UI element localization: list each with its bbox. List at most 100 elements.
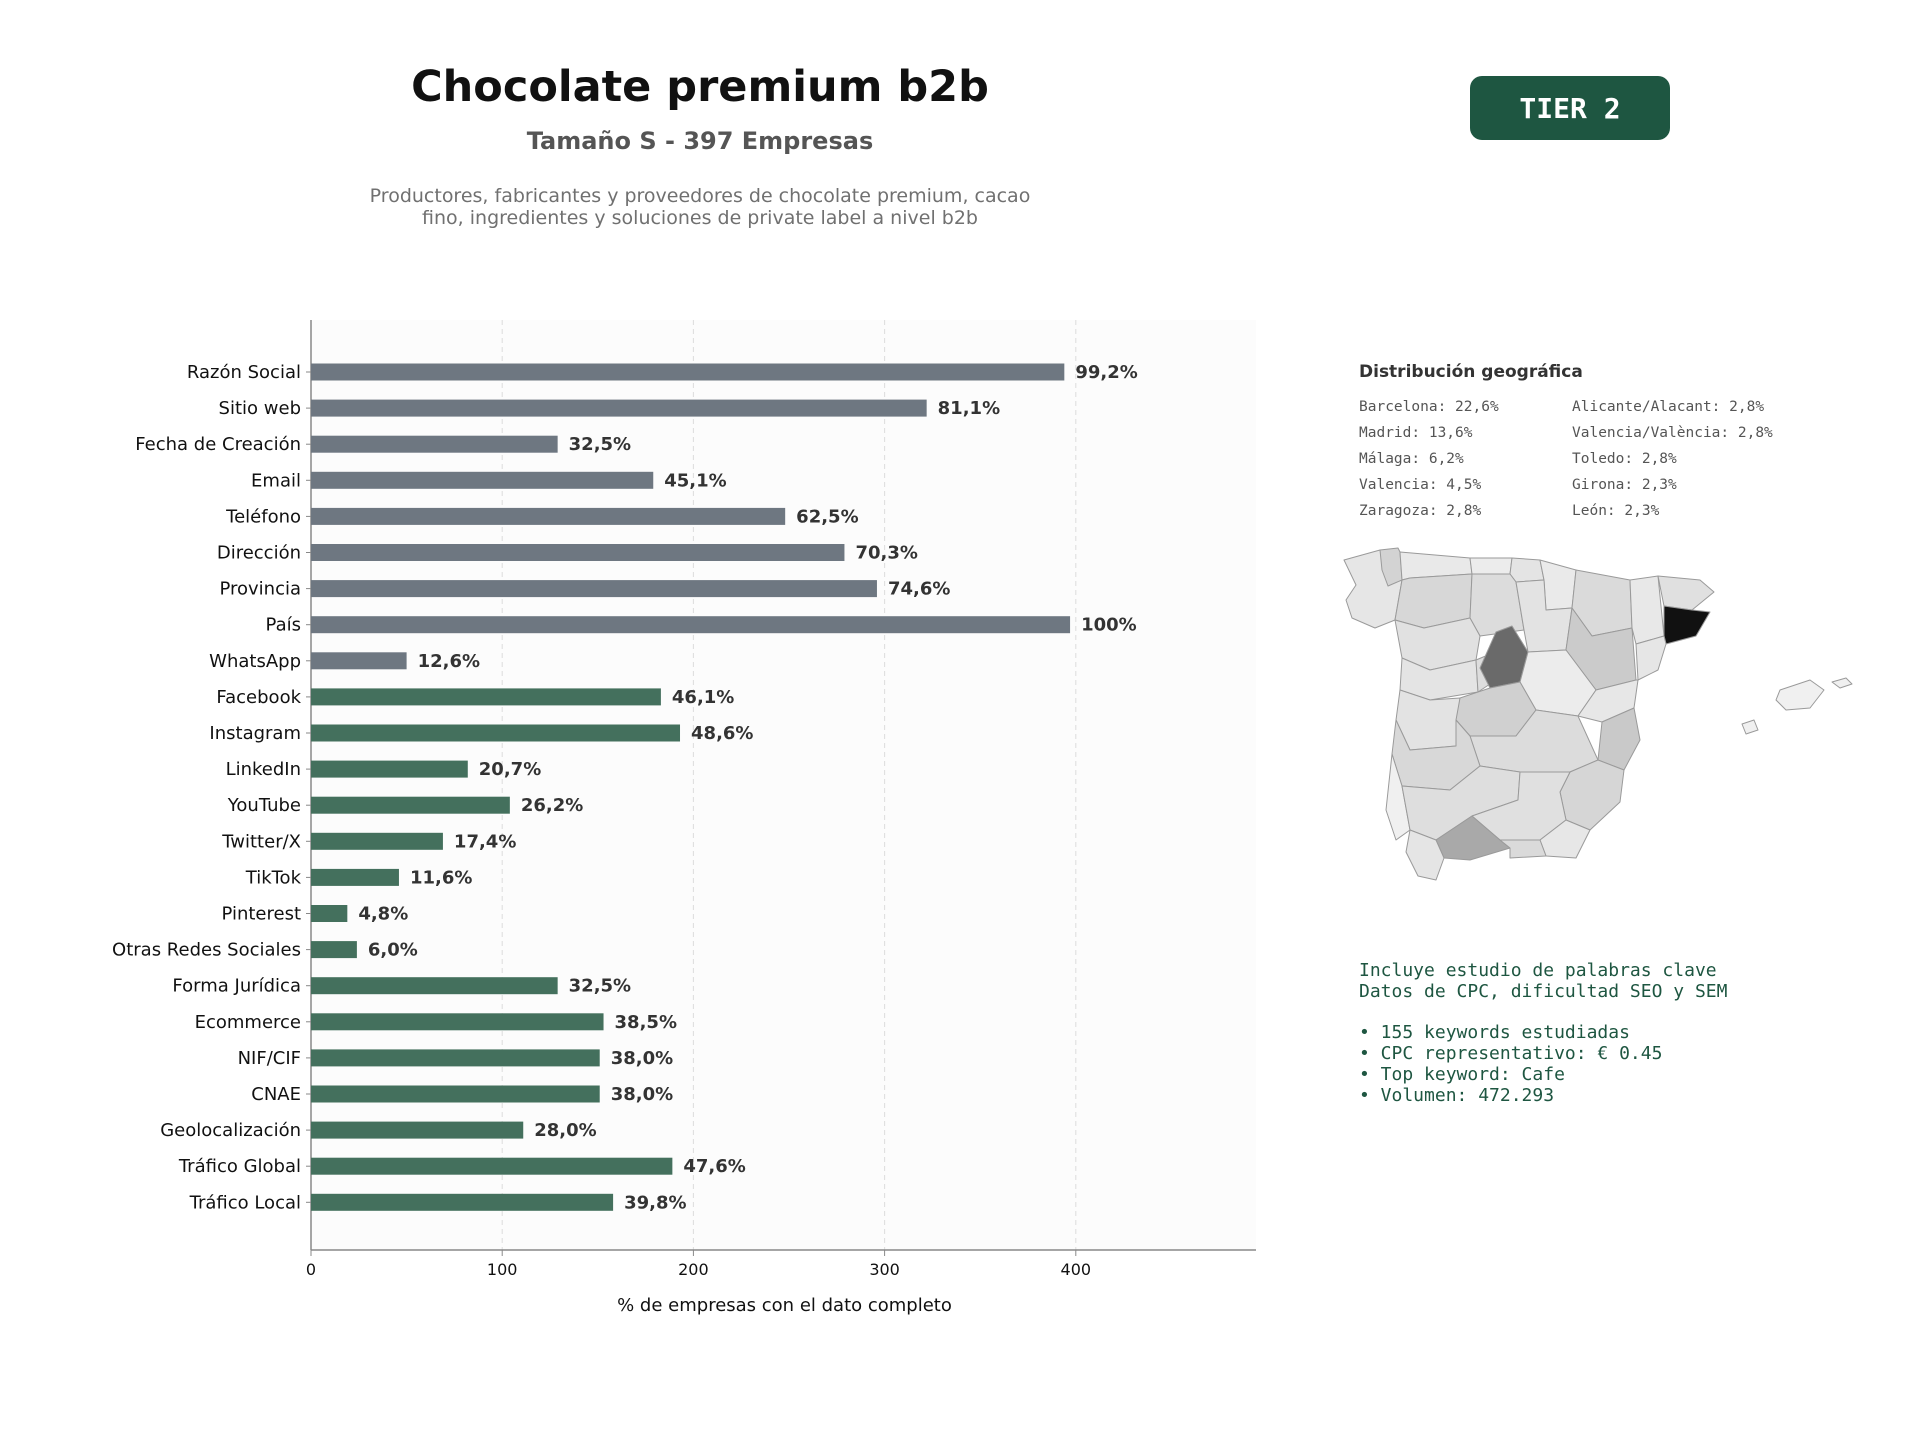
tier-badge: TIER 2 — [1470, 76, 1670, 140]
map-region — [1657, 575, 1715, 611]
category-label: Instagram — [209, 723, 301, 744]
bar — [311, 471, 654, 489]
category-label: País — [266, 615, 301, 636]
geo-item: Zaragoza: 2,8% — [1359, 503, 1482, 519]
bar — [311, 832, 443, 850]
category-label: Tráfico Global — [178, 1156, 301, 1177]
category-label: Razón Social — [187, 362, 301, 383]
map-region — [1385, 753, 1411, 841]
bar — [311, 580, 877, 598]
value-label: 100% — [1081, 615, 1137, 636]
keyword-heading-line: Datos de CPC, dificultad SEO y SEM — [1359, 981, 1728, 1002]
bar — [311, 652, 407, 670]
map-region — [1629, 575, 1665, 645]
value-label: 45,1% — [664, 470, 726, 491]
sector-description: Productores, fabricantes y proveedores d… — [300, 185, 1100, 229]
description-line: fino, ingredientes y soluciones de priva… — [422, 207, 978, 229]
bar — [311, 724, 681, 742]
value-label: 38,0% — [611, 1048, 673, 1069]
bar — [311, 399, 927, 417]
geo-item: Toledo: 2,8% — [1572, 451, 1677, 467]
keyword-bullet: • 155 keywords estudiadas — [1359, 1022, 1630, 1043]
x-axis-title: % de empresas con el dato completo — [617, 1295, 952, 1316]
bar — [311, 868, 399, 886]
value-label: 32,5% — [569, 434, 631, 455]
value-label: 38,0% — [611, 1084, 673, 1105]
geo-item: Valencia: 4,5% — [1359, 477, 1482, 493]
bar — [311, 363, 1065, 381]
x-tick-label: 300 — [869, 1260, 900, 1279]
value-label: 70,3% — [855, 543, 917, 564]
value-label: 6,0% — [368, 940, 418, 961]
keyword-bullet: • CPC representativo: € 0.45 — [1359, 1043, 1663, 1064]
description-line: Productores, fabricantes y proveedores d… — [369, 185, 1031, 207]
category-label: Email — [251, 470, 301, 491]
value-label: 20,7% — [479, 759, 541, 780]
value-label: 48,6% — [691, 723, 753, 744]
bar — [311, 941, 357, 959]
x-tick-label: 400 — [1061, 1260, 1092, 1279]
value-label: 38,5% — [615, 1012, 677, 1033]
category-label: Provincia — [219, 579, 301, 600]
geo-item: Valencia/València: 2,8% — [1572, 425, 1773, 441]
bar — [311, 1193, 614, 1211]
x-tick-label: 200 — [678, 1260, 709, 1279]
value-label: 11,6% — [410, 867, 472, 888]
bar — [311, 688, 661, 706]
keyword-study-block: Incluye estudio de palabras clave Datos … — [1359, 960, 1799, 1106]
bar — [311, 1013, 604, 1031]
geo-item: Alicante/Alacant: 2,8% — [1572, 399, 1765, 415]
page-subtitle: Tamaño S - 397 Empresas — [526, 127, 874, 155]
page-title: Chocolate premium b2b — [411, 62, 989, 112]
value-label: 12,6% — [418, 651, 480, 672]
category-label: Twitter/X — [221, 831, 301, 852]
keyword-bullet: • Top keyword: Cafe — [1359, 1064, 1565, 1085]
bar — [311, 507, 786, 525]
map-region — [1663, 605, 1711, 645]
category-label: Dirección — [217, 543, 301, 564]
bar — [311, 544, 845, 561]
x-tick-label: 0 — [306, 1260, 316, 1279]
geo-item: Girona: 2,3% — [1572, 477, 1677, 493]
category-label: NIF/CIF — [238, 1048, 301, 1069]
plot-area — [311, 320, 1256, 1250]
bar — [311, 1085, 600, 1103]
value-label: 26,2% — [521, 795, 583, 816]
value-label: 32,5% — [569, 976, 631, 997]
value-label: 46,1% — [672, 687, 734, 708]
map-region — [1499, 839, 1547, 859]
value-label: 4,8% — [358, 904, 408, 925]
value-label: 62,5% — [796, 506, 858, 527]
category-label: CNAE — [251, 1084, 301, 1105]
category-label: Pinterest — [221, 904, 301, 925]
map-region — [1469, 557, 1513, 575]
category-label: Otras Redes Sociales — [112, 940, 301, 961]
category-label: LinkedIn — [226, 759, 301, 780]
value-label: 47,6% — [683, 1156, 745, 1177]
bar — [311, 616, 1071, 634]
bar — [311, 435, 558, 453]
bar — [311, 1157, 673, 1175]
map-region — [1635, 635, 1667, 681]
value-label: 74,6% — [888, 579, 950, 600]
spain-choropleth-map — [1343, 547, 1853, 881]
bar — [311, 760, 468, 778]
category-label: Forma Jurídica — [172, 976, 301, 997]
map-region — [1539, 819, 1591, 859]
keyword-bullet: • Volumen: 472.293 — [1359, 1085, 1555, 1106]
value-label: 81,1% — [938, 398, 1000, 419]
bar — [311, 796, 510, 814]
geo-item: Madrid: 13,6% — [1359, 425, 1473, 441]
category-label: Sitio web — [219, 398, 301, 419]
geo-distribution-list: Barcelona: 22,6% Alicante/Alacant: 2,8% … — [1359, 398, 1789, 520]
category-label: Teléfono — [225, 506, 301, 527]
bar — [311, 1121, 524, 1139]
coverage-bar-chart: Razón Social 99,2% Sitio web 81,1% Fecha de … — [112, 320, 1256, 1316]
bar — [311, 1049, 600, 1067]
x-tick-label: 100 — [487, 1260, 518, 1279]
value-label: 17,4% — [454, 831, 516, 852]
map-region — [1405, 829, 1445, 881]
category-label: Geolocalización — [160, 1120, 301, 1141]
category-label: TikTok — [245, 867, 302, 888]
keyword-heading-line: Incluye estudio de palabras clave — [1359, 960, 1717, 981]
